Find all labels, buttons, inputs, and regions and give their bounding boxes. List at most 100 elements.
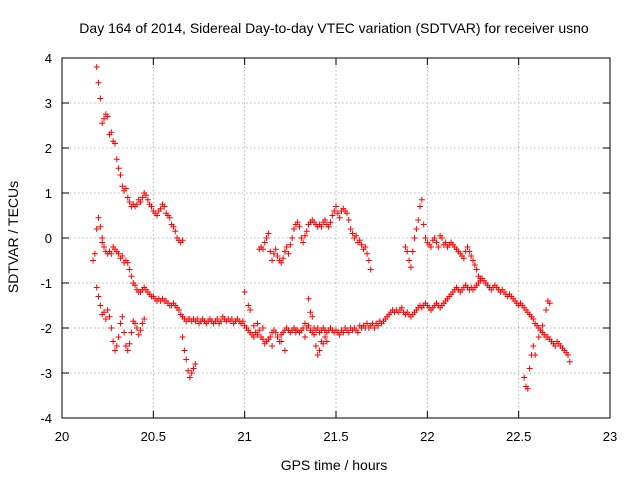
data-point	[119, 253, 126, 259]
data-point	[122, 185, 129, 192]
data-point	[566, 358, 573, 365]
data-point	[217, 318, 224, 325]
data-point	[126, 199, 133, 205]
data-point	[298, 235, 305, 241]
data-point	[115, 165, 122, 172]
data-point	[247, 307, 254, 313]
data-point	[153, 212, 160, 219]
chart-title: Day 164 of 2014, Sidereal Day-to-day VTE…	[79, 20, 589, 36]
data-point	[108, 250, 115, 257]
data-point	[290, 226, 297, 232]
data-point	[418, 196, 425, 203]
data-point	[530, 316, 537, 322]
data-point	[101, 309, 108, 316]
data-point	[99, 120, 106, 127]
data-point	[113, 156, 120, 163]
y-tick-label: 1	[45, 186, 52, 201]
data-point	[128, 329, 135, 336]
data-point	[175, 307, 182, 313]
data-point	[135, 331, 142, 338]
data-point	[93, 284, 100, 291]
data-point	[442, 239, 449, 246]
y-tick-label: -1	[40, 276, 52, 291]
data-point	[311, 331, 318, 338]
y-tick-label: 3	[45, 96, 52, 111]
data-point	[148, 203, 155, 210]
data-point	[309, 313, 316, 320]
x-tick-label: 22	[420, 429, 434, 444]
data-points	[90, 64, 573, 392]
data-point	[398, 304, 405, 311]
data-point	[108, 129, 115, 136]
data-point	[526, 365, 533, 372]
data-point	[101, 244, 108, 250]
data-point	[406, 257, 413, 264]
data-point	[322, 334, 329, 340]
data-point	[95, 79, 102, 86]
data-point	[431, 235, 438, 241]
data-point	[415, 217, 422, 223]
data-point	[183, 356, 190, 363]
data-point	[250, 322, 257, 329]
data-point	[261, 239, 268, 246]
data-point	[91, 250, 98, 257]
data-point	[329, 212, 336, 219]
data-point	[552, 343, 559, 349]
y-axis-title: SDTVAR / TECUs	[5, 181, 21, 293]
data-point	[269, 257, 276, 264]
data-point	[104, 307, 111, 313]
data-point	[161, 203, 168, 210]
data-point	[316, 347, 323, 354]
data-point	[104, 113, 111, 120]
data-point	[296, 223, 303, 230]
y-tick-label: 4	[45, 51, 52, 66]
data-point	[137, 327, 144, 334]
data-point	[274, 253, 281, 259]
data-point	[106, 313, 113, 320]
data-point	[172, 228, 179, 235]
data-point	[239, 318, 246, 325]
data-point	[292, 327, 299, 334]
data-point	[280, 255, 287, 262]
data-point	[438, 235, 445, 241]
data-point	[121, 329, 128, 336]
data-point	[334, 210, 341, 217]
data-point	[314, 352, 321, 358]
data-point	[532, 352, 539, 358]
data-point	[128, 273, 135, 280]
data-point	[466, 248, 473, 255]
data-point	[214, 316, 221, 322]
data-point	[241, 289, 248, 295]
data-point	[179, 237, 186, 244]
data-point	[356, 237, 363, 244]
y-tick-label: 2	[45, 141, 52, 156]
data-point	[411, 235, 418, 241]
data-point	[110, 338, 117, 345]
data-point	[117, 172, 124, 178]
data-point	[133, 325, 140, 331]
data-point	[267, 334, 274, 340]
data-point	[97, 223, 104, 230]
data-point	[124, 259, 131, 266]
data-point	[340, 329, 347, 336]
x-tick-label: 23	[603, 429, 617, 444]
data-point	[194, 316, 201, 322]
data-point	[364, 250, 371, 257]
data-point	[186, 374, 193, 381]
data-point	[274, 334, 281, 340]
data-point	[427, 244, 434, 250]
data-point	[312, 343, 319, 349]
data-point	[111, 140, 118, 147]
data-point	[108, 325, 115, 331]
data-point	[132, 320, 139, 327]
data-point	[188, 370, 195, 376]
data-point	[141, 316, 148, 322]
x-tick-label: 21.5	[323, 429, 348, 444]
data-point	[228, 316, 235, 322]
data-point	[300, 239, 307, 246]
data-point	[354, 329, 361, 336]
data-point	[420, 221, 427, 228]
data-point	[468, 253, 475, 259]
data-point	[349, 230, 356, 237]
